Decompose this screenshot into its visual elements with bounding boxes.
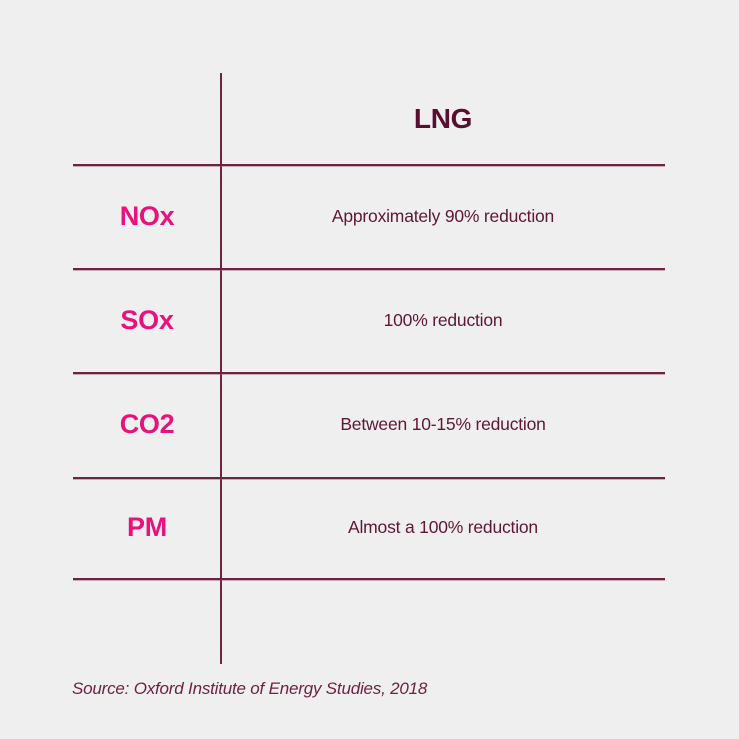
table-header-row: LNG (73, 73, 665, 164)
column-header-lng: LNG (413, 102, 473, 134)
table-rule-row1-bottom (73, 268, 665, 270)
row-value-pm: Almost a 100% reduction (348, 517, 538, 537)
table-rule-row2-bottom (73, 372, 665, 374)
table-row: PM Almost a 100% reduction (73, 477, 665, 578)
row-label-nox: NOx (119, 200, 175, 231)
table-row: NOx Approximately 90% reduction (73, 164, 665, 268)
table-rule-row4-bottom (73, 578, 665, 580)
table-rule-header-bottom (73, 164, 665, 166)
source-citation: Source: Oxford Institute of Energy Studi… (72, 679, 428, 698)
row-value-sox: 100% reduction (383, 309, 503, 330)
header-spacer-cell (73, 73, 221, 164)
row-label-sox: SOx (120, 304, 174, 335)
table-rule-row3-bottom (73, 477, 665, 479)
table-row: SOx 100% reduction (73, 268, 665, 372)
row-label-co2: CO2 (119, 409, 175, 439)
row-label-pm: PM (127, 512, 167, 542)
table-vertical-divider (220, 73, 222, 664)
row-value-co2: Between 10-15% reduction (340, 414, 546, 434)
row-value-nox: Approximately 90% reduction (331, 205, 555, 226)
table-row: CO2 Between 10-15% reduction (73, 372, 665, 477)
